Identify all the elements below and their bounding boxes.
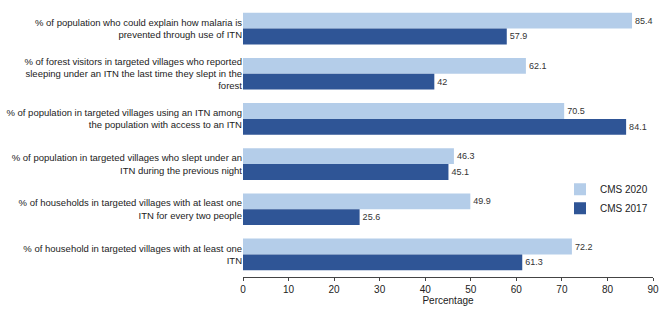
svg-text:20: 20: [329, 284, 341, 295]
svg-text:80: 80: [602, 284, 614, 295]
svg-text:42: 42: [437, 77, 447, 87]
svg-text:70: 70: [556, 284, 568, 295]
svg-text:CMS 2017: CMS 2017: [600, 203, 648, 214]
svg-text:50: 50: [465, 284, 477, 295]
svg-text:30: 30: [374, 284, 386, 295]
svg-text:CMS 2020: CMS 2020: [600, 184, 648, 195]
svg-text:61.3: 61.3: [525, 257, 543, 267]
svg-text:49.9: 49.9: [473, 196, 491, 206]
svg-text:57.9: 57.9: [510, 31, 528, 41]
svg-text:% of population in targeted vi: % of population in targeted villages usi…: [6, 107, 242, 130]
svg-text:% of population who could expl: % of population who could explain how ma…: [35, 17, 242, 40]
svg-text:46.3: 46.3: [457, 151, 475, 161]
svg-text:% of forest visitors in target: % of forest visitors in targeted village…: [24, 56, 242, 92]
svg-text:45.1: 45.1: [451, 167, 469, 177]
svg-text:Percentage: Percentage: [422, 295, 474, 306]
svg-text:25.6: 25.6: [363, 212, 381, 222]
svg-text:0: 0: [240, 284, 246, 295]
svg-text:10: 10: [283, 284, 295, 295]
svg-text:40: 40: [420, 284, 432, 295]
svg-text:% of household in targeted vil: % of household in targeted villages with…: [23, 243, 242, 266]
svg-text:70.5: 70.5: [567, 106, 585, 116]
svg-text:72.2: 72.2: [575, 242, 593, 252]
svg-text:60: 60: [511, 284, 523, 295]
svg-text:% of households in targeted vi: % of households in targeted villages wit…: [19, 197, 242, 220]
svg-text:% of population in targeted vi: % of population in targeted villages who…: [12, 152, 243, 175]
svg-text:62.1: 62.1: [529, 61, 547, 71]
svg-text:90: 90: [647, 284, 659, 295]
svg-text:84.1: 84.1: [629, 122, 647, 132]
svg-text:85.4: 85.4: [635, 16, 653, 26]
